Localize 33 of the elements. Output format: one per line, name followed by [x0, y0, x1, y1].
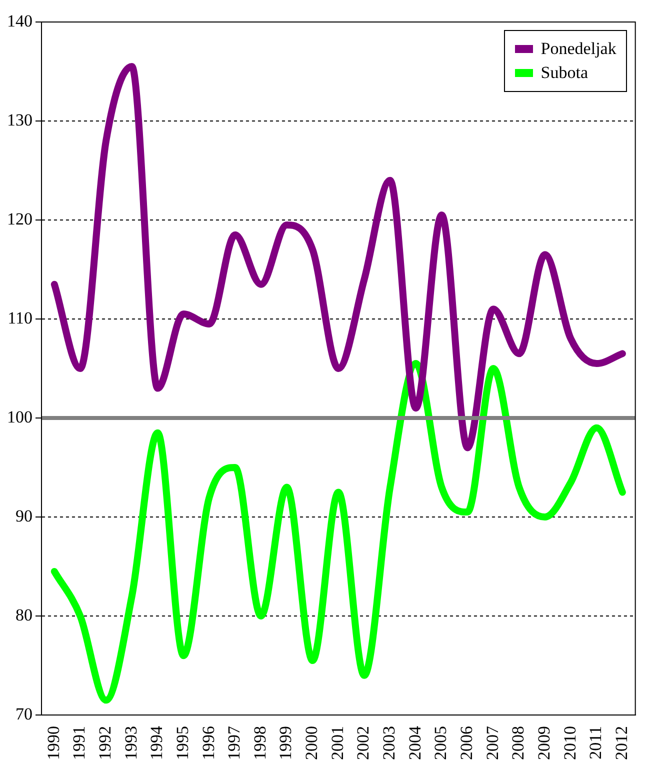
x-tick-label: 2012 [612, 726, 631, 760]
y-tick-label: 110 [8, 308, 32, 328]
x-tick-label: 2011 [586, 726, 606, 760]
x-tick-label: 1999 [276, 726, 296, 760]
x-tick-label: 1995 [172, 726, 192, 760]
y-tick-label: 90 [16, 506, 32, 526]
x-tick-label: 1997 [224, 726, 244, 760]
legend-label: Ponedeljak [540, 39, 616, 59]
y-tick-label: 120 [7, 209, 32, 228]
x-tick-label: 1994 [147, 726, 166, 760]
y-tick-label: 130 [7, 110, 32, 130]
x-tick-label: 2006 [456, 726, 476, 760]
x-tick-label: 2010 [560, 726, 580, 760]
x-tick-label: 1993 [121, 726, 140, 760]
x-tick-label: 2008 [508, 726, 528, 760]
x-tick-label: 2003 [380, 726, 399, 760]
x-tick-label: 1992 [96, 726, 115, 760]
legend-label: Subota [540, 63, 588, 83]
x-tick-label: 2009 [534, 726, 554, 760]
y-tick-label: 80 [16, 605, 32, 624]
x-tick-label: 2005 [431, 726, 450, 760]
x-tick-label: 2002 [354, 726, 373, 760]
x-tick-label: 2001 [328, 726, 347, 760]
x-tick-label: 2007 [482, 726, 502, 760]
y-tick-label: 140 [7, 11, 32, 30]
y-tick-label: 70 [16, 704, 32, 724]
x-tick-label: 1996 [198, 726, 218, 760]
x-tick-label: 1990 [44, 726, 63, 760]
x-tick-label: 1991 [70, 726, 89, 760]
x-tick-label: 2004 [405, 726, 424, 760]
y-tick-label: 100 [7, 407, 32, 426]
x-tick-label: 2000 [302, 726, 322, 760]
x-tick-label: 1998 [250, 726, 270, 760]
